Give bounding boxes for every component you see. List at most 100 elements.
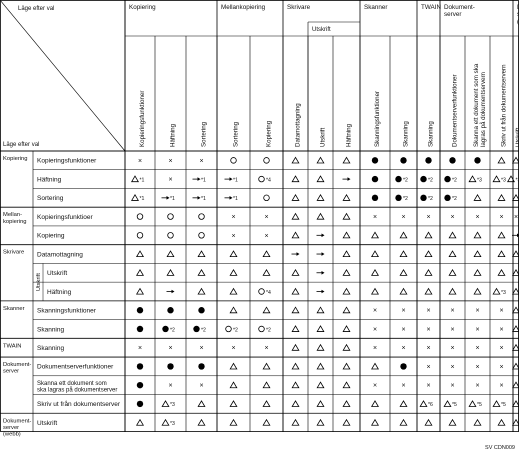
triangle-mark — [448, 268, 457, 276]
column-header-text: Skanning — [403, 121, 410, 147]
triangle-mark — [136, 250, 144, 258]
arrow-head — [229, 177, 233, 181]
cross-mark: × — [450, 345, 454, 352]
column-header: Utskrift — [320, 127, 327, 147]
triangle-mark — [512, 343, 519, 351]
triangle-mark — [342, 250, 351, 258]
open-circle-mark — [258, 325, 265, 333]
filled-circle-mark — [395, 194, 402, 202]
open-circle-mark — [167, 213, 174, 220]
triangle-mark — [497, 268, 506, 276]
cross-mark: × — [426, 214, 430, 221]
column-header: Skanna ett dokument som skalagras på dok… — [473, 63, 487, 147]
cross-mark: × — [401, 214, 405, 221]
triangle-mark — [424, 231, 433, 239]
triangle-mark — [342, 156, 351, 164]
triangle-mark — [291, 343, 300, 351]
triangle-mark — [492, 287, 501, 295]
triangle-mark — [512, 381, 519, 389]
triangle-mark — [448, 418, 457, 426]
filled-circle-mark — [193, 325, 200, 333]
column-header-text: Skanna ett dokument som skalagras på dok… — [473, 63, 487, 147]
column-header-text: Sortering — [201, 121, 208, 147]
column-header-text: Häftning — [170, 123, 177, 147]
cross-mark: × — [401, 383, 405, 390]
triangle-mark — [166, 268, 175, 276]
footnote-ref: *2 — [428, 177, 433, 183]
filled-circle-mark — [400, 363, 407, 370]
triangle-mark — [161, 400, 170, 407]
triangle-mark — [229, 418, 238, 426]
row-label: Utskrift — [47, 270, 67, 277]
triangle-mark — [262, 268, 271, 276]
cross-mark: × — [401, 308, 405, 315]
cross-mark: × — [373, 214, 377, 221]
triangle-mark — [342, 362, 351, 370]
triangle-mark — [229, 381, 238, 389]
triangle-mark — [448, 250, 457, 258]
open-circle-mark — [136, 232, 144, 239]
open-circle-mark — [263, 194, 270, 202]
row-subgroup-text: Utskrift — [36, 273, 42, 291]
triangle-mark — [512, 400, 519, 407]
cross-mark: × — [426, 345, 430, 352]
triangle-mark — [136, 268, 144, 276]
row-label: Sortering — [37, 195, 64, 202]
triangle-mark — [291, 156, 300, 164]
triangle-mark — [371, 250, 379, 258]
row-label: Kopieringsfunktioner — [37, 158, 97, 165]
row-label: Dokumentserverfunktioner — [37, 364, 114, 371]
triangle-mark — [399, 287, 408, 295]
triangle-mark — [291, 212, 300, 220]
triangle-mark — [291, 362, 300, 370]
footnote-ref: *3 — [501, 177, 506, 183]
row-group-label: Skanner — [3, 306, 25, 312]
triangle-mark — [291, 306, 300, 314]
cross-mark: × — [475, 326, 479, 333]
cross-mark: × — [475, 214, 479, 221]
filled-circle-mark — [136, 325, 144, 333]
footnote-ref: *5 — [452, 402, 457, 408]
triangle-mark — [342, 268, 351, 276]
cross-mark: × — [450, 383, 454, 390]
triangle-mark — [497, 194, 506, 201]
arrow-head — [197, 177, 201, 181]
triangle-mark — [424, 287, 433, 295]
triangle-mark — [342, 343, 351, 351]
group-header: TWAIN — [421, 4, 442, 11]
cross-mark: × — [499, 326, 503, 333]
arrow-head — [166, 196, 170, 200]
triangle-mark — [229, 250, 238, 258]
triangle-mark — [131, 175, 139, 183]
triangle-mark — [262, 400, 271, 407]
triangle-mark — [342, 287, 351, 295]
triangle-mark — [316, 362, 325, 370]
triangle-mark — [399, 418, 408, 426]
footnote-ref: *2 — [428, 196, 433, 202]
triangle-mark — [399, 250, 408, 258]
cross-mark: × — [264, 233, 268, 240]
filled-circle-mark — [198, 363, 205, 370]
row-group-label: TWAIN — [3, 343, 21, 349]
triangle-mark — [291, 175, 300, 183]
row-label: Kopiering — [37, 233, 65, 240]
triangle-mark — [166, 250, 175, 258]
triangle-mark — [342, 306, 351, 314]
triangle-mark — [512, 306, 519, 314]
triangle-mark — [399, 400, 408, 407]
column-header-text: Skanningsfunktioner — [374, 91, 381, 147]
triangle-mark — [342, 194, 351, 201]
triangle-mark — [262, 250, 271, 258]
triangle-mark — [342, 418, 351, 426]
row-group-label: Skrivare — [3, 250, 24, 256]
triangle-mark — [507, 175, 515, 183]
open-circle-mark — [230, 157, 237, 164]
filled-circle-mark — [136, 307, 144, 314]
footnote-ref: *2 — [266, 327, 271, 333]
triangle-mark — [197, 250, 206, 258]
triangle-mark — [316, 325, 325, 332]
triangle-mark — [342, 325, 351, 332]
group-header: Mellankopiering — [221, 4, 266, 11]
cross-mark: × — [199, 158, 203, 165]
